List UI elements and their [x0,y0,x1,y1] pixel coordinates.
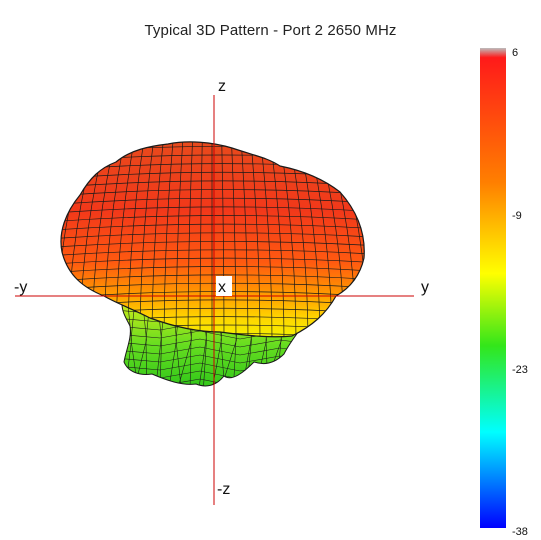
axes [15,95,414,505]
mesh-meridian [0,130,41,345]
mesh-skirt-rib [112,300,120,392]
scale-tick-minus-9: -9 [512,210,522,222]
scale-tick-6: 6 [512,47,518,59]
neg-y-axis-label: -y [14,279,27,296]
mesh-skirt-ring [122,346,312,356]
mesh-meridian [383,130,428,345]
mesh-meridian [249,141,261,337]
mesh-parallel [60,215,365,223]
mesh-meridian [240,141,249,337]
color-scale: 6 -9 -23 -38 [480,47,528,538]
pattern-main-lobe [0,130,428,345]
mesh-parallel [60,206,365,215]
mesh-meridian [187,141,194,337]
y-axis-label: y [421,279,429,296]
mesh-skirt-ring [122,338,312,348]
mesh-parallel [60,257,365,266]
mesh-parallel [60,232,365,240]
mesh-meridian [163,141,175,337]
x-axis-label: x [218,279,226,296]
neg-z-axis-label: -z [217,481,230,498]
mesh-meridian [20,130,60,345]
mesh-meridian [221,141,225,337]
mesh-parallel [60,249,365,257]
mesh-meridian [175,141,184,337]
mesh-meridian [363,141,365,337]
mesh-meridian [230,141,237,337]
scale-tick-minus-38: -38 [512,526,528,538]
chart-title: Typical 3D Pattern - Port 2 2650 MHz [144,22,397,39]
mesh-parallel [60,241,365,249]
color-scale-bar [480,48,506,528]
mesh-parallel [60,197,365,206]
mesh-parallel [60,223,365,232]
mesh-parallel [60,266,365,274]
mesh-parallel [60,274,365,283]
scale-tick-minus-23: -23 [512,364,528,376]
mesh-meridian [374,130,417,345]
x-label-box [216,276,232,296]
mesh-meridian [199,141,203,337]
mesh-meridian [8,130,51,345]
mesh-parallel [60,189,365,198]
z-axis-label: z [218,78,226,95]
